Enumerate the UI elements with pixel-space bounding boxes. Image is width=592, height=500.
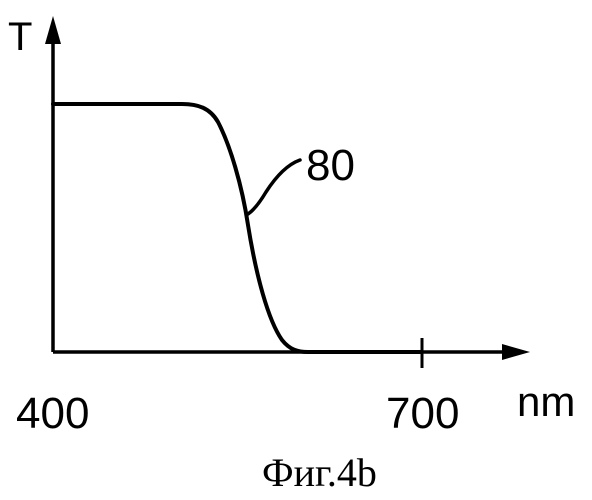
x-tick-label-700: 700 xyxy=(386,389,459,438)
curve-label: 80 xyxy=(306,141,355,190)
transmission-curve-80 xyxy=(53,104,420,352)
x-axis-arrowhead xyxy=(502,344,530,360)
y-axis-arrowhead xyxy=(45,16,61,44)
curve-label-leader xyxy=(248,160,300,214)
y-axis-label: T xyxy=(8,15,32,59)
x-axis-unit: nm xyxy=(517,378,575,425)
x-tick-label-400: 400 xyxy=(16,389,89,438)
figure-caption: Фиг.4b xyxy=(262,450,377,495)
